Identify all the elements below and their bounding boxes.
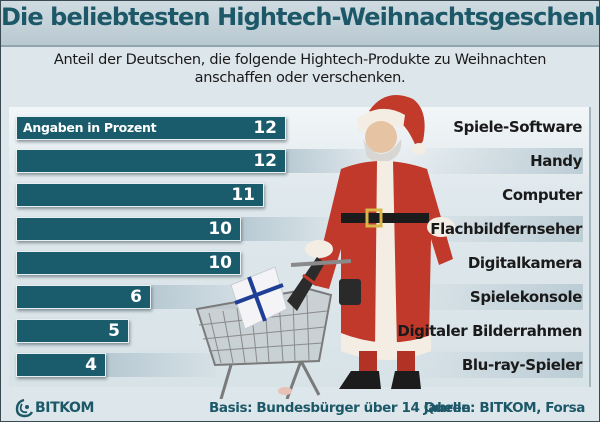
subtitle-line-2: anschaffen oder verschenken. [194,70,406,86]
category-label: Digitalkamera [467,254,583,272]
row-shade [106,353,216,377]
label-shade [403,352,583,378]
category-label: Blu-ray-Spieler [461,356,583,374]
category-label: Digitaler Bilderrahmen [397,322,582,340]
basis-note: Basis: Bundesbürger über 14 Jahren [209,400,471,416]
bar-handy: 12 [16,149,286,173]
bar-spielekonsole: 6 [16,285,151,309]
subtitle-line-1: Anteil der Deutschen, die folgende Hight… [53,52,547,68]
bitkom-logo: BITKOM [15,397,94,419]
bar-computer: 11 [16,183,264,207]
bar-blu-ray-spieler: 4 [16,353,106,377]
label-shade [403,284,583,310]
category-label: Spielekonsole [469,288,582,306]
bar-flachbildfernseher: 10 [16,217,241,241]
bar-digitalkamera: 10 [16,251,241,275]
bar-value: 12 [253,151,277,171]
bar-value: 10 [208,219,232,239]
label-shade [403,148,583,174]
bar-value: 5 [108,321,120,341]
bar-digitaler-bilderrahmen: 5 [16,319,129,343]
category-label: Handy [530,152,582,170]
title-bar: Die beliebtesten Hightech-Weihnachtsgesc… [1,1,599,47]
row-shade [241,217,331,241]
santa-with-cart-icon [195,95,455,399]
category-label: Computer [502,186,582,204]
category-label: Spiele-Software [453,118,582,136]
bar-value: 11 [231,185,255,205]
bitkom-logo-icon [15,398,33,418]
logo-text: BITKOM [35,400,95,416]
bar-value: 10 [208,253,232,273]
chart-subtitle: Anteil der Deutschen, die folgende Hight… [1,51,599,87]
footer: BITKOM Basis: Bundesbürger über 14 Jahre… [1,393,599,421]
unit-note: Angaben in Prozent [23,120,157,135]
source-note: Quelle: BITKOM, Forsa [423,400,586,416]
bar-value: 4 [85,355,97,375]
bar-value: 12 [253,118,277,138]
bar-value: 6 [130,287,142,307]
chart-title: Die beliebtesten Hightech-Weihnachtsgesc… [1,3,600,31]
bar-spiele-software: Angaben in Prozent 12 [16,116,286,140]
category-label: Flachbildfernseher [430,220,582,238]
